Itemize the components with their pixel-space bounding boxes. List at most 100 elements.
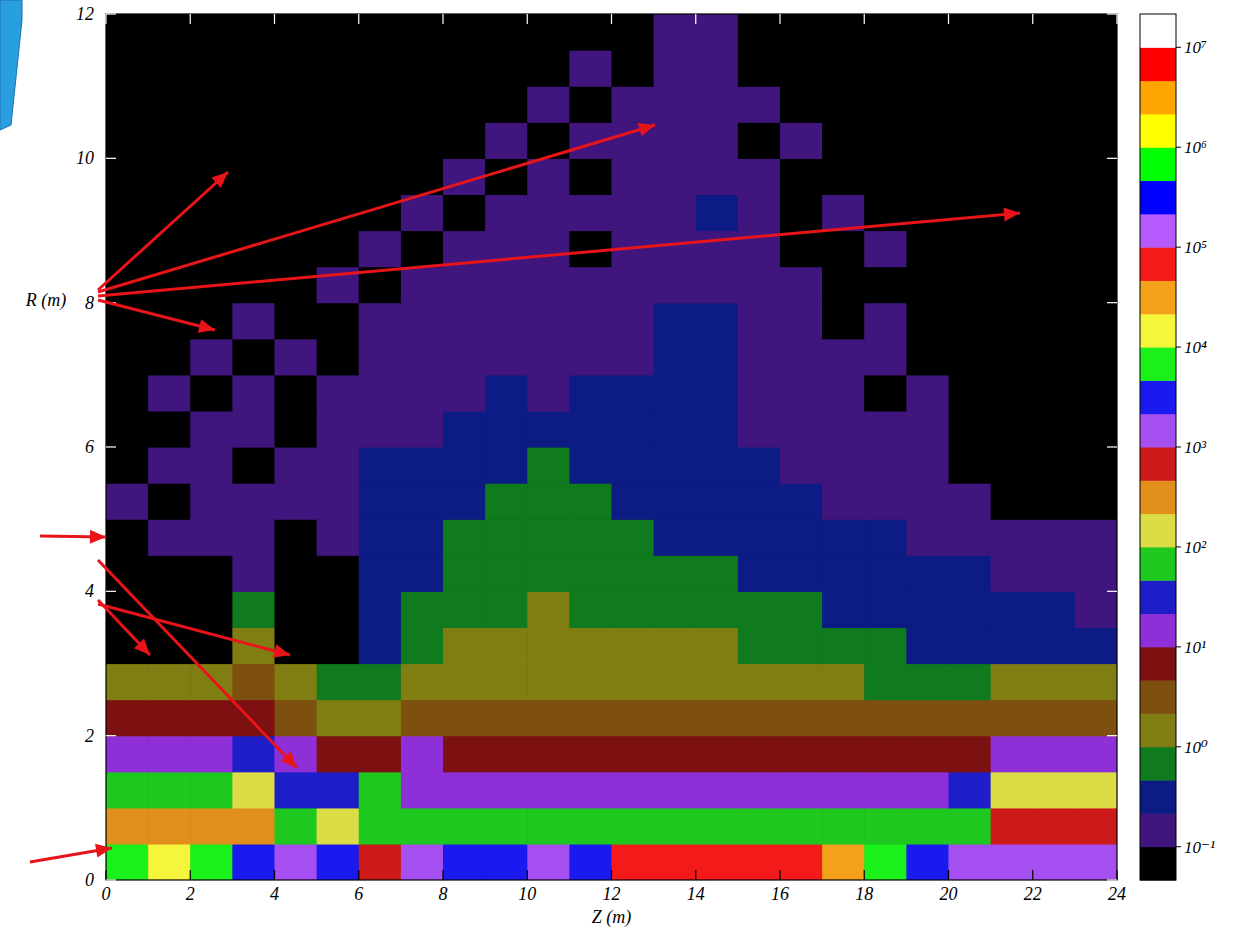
heat-cell: [485, 555, 528, 592]
heat-cell: [359, 86, 402, 123]
heat-cell: [612, 555, 655, 592]
colorbar-tick-label: 10⁰: [1184, 738, 1208, 757]
heat-cell: [443, 555, 486, 592]
heat-cell: [1033, 772, 1076, 809]
heat-cell: [864, 447, 907, 484]
heat-cell: [991, 519, 1034, 556]
heat-cell: [359, 483, 402, 520]
heat-cell: [569, 808, 612, 845]
heat-cell: [317, 627, 360, 664]
x-tick-label: 16: [771, 884, 789, 904]
heat-cell: [1075, 158, 1117, 195]
heat-cell: [443, 50, 486, 87]
heat-cell: [317, 375, 360, 412]
heat-cell: [527, 844, 570, 880]
heat-cell: [401, 86, 444, 123]
heat-cell: [822, 700, 865, 737]
heat-cell: [949, 86, 992, 123]
heat-cell: [148, 519, 191, 556]
heat-cell: [527, 700, 570, 737]
heat-cell: [106, 519, 149, 556]
heat-cell: [1033, 555, 1076, 592]
y-tick: [106, 879, 116, 880]
heat-cell: [780, 700, 823, 737]
heat-cell: [612, 519, 655, 556]
arrow-head: [90, 530, 106, 544]
x-tick-label: 8: [439, 884, 448, 904]
heat-cell: [275, 772, 318, 809]
y-tick-right: [1107, 13, 1117, 14]
heat-cell: [654, 86, 697, 123]
colorbar-band: [1140, 747, 1176, 781]
heat-cell: [527, 772, 570, 809]
colorbar-frame: [1140, 14, 1176, 880]
heat-cell: [443, 194, 486, 231]
heat-cell: [1075, 483, 1117, 520]
heat-cell: [696, 411, 739, 448]
heat-cell: [738, 86, 781, 123]
heat-cell: [906, 50, 949, 87]
heat-cell: [780, 194, 823, 231]
heat-cell: [991, 844, 1034, 880]
colorbar-tick-label: 10⁻¹: [1184, 838, 1215, 857]
heat-cell: [822, 736, 865, 773]
heat-cell: [401, 772, 444, 809]
colorbar-band: [1140, 813, 1176, 847]
heat-cell: [991, 411, 1034, 448]
heat-cell: [443, 14, 486, 51]
heat-cell: [485, 86, 528, 123]
y-tick-right: [1107, 879, 1117, 880]
heat-cell: [654, 14, 697, 51]
heat-cell: [190, 700, 233, 737]
x-tick-label: 14: [687, 884, 705, 904]
heat-cell: [612, 158, 655, 195]
heat-cell: [359, 50, 402, 87]
heat-cell: [906, 267, 949, 304]
heat-cell: [612, 483, 655, 520]
colorbar-band: [1140, 214, 1176, 248]
heat-cell: [864, 303, 907, 340]
heat-cell: [232, 122, 275, 159]
heat-cell: [190, 375, 233, 412]
heat-cell: [190, 808, 233, 845]
heat-cell: [991, 700, 1034, 737]
colorbar-tick: [1176, 47, 1181, 48]
heat-cell: [317, 158, 360, 195]
heat-cell: [738, 700, 781, 737]
heat-cell: [1075, 627, 1117, 664]
heat-cell: [864, 267, 907, 304]
heat-cell: [443, 627, 486, 664]
heat-cell: [527, 736, 570, 773]
heat-cell: [949, 231, 992, 268]
heat-cell: [822, 664, 865, 701]
heat-cell: [822, 303, 865, 340]
heat-cell: [949, 375, 992, 412]
colorbar-tick-label: 10⁵: [1184, 238, 1207, 257]
y-tick: [106, 591, 116, 592]
heat-cell: [991, 664, 1034, 701]
heat-cell: [275, 736, 318, 773]
heat-cell: [738, 375, 781, 412]
heat-cell: [696, 700, 739, 737]
heat-cell: [317, 14, 360, 51]
heat-cell: [359, 447, 402, 484]
x-tick-top: [1116, 14, 1117, 24]
heat-cell: [991, 627, 1034, 664]
heat-cell: [148, 50, 191, 87]
heat-cell: [527, 555, 570, 592]
heat-cell: [401, 339, 444, 376]
heat-cell: [317, 447, 360, 484]
arrow-line: [98, 560, 297, 768]
heat-cell: [527, 86, 570, 123]
heat-cell: [569, 844, 612, 880]
heat-cell: [780, 519, 823, 556]
heat-cell: [780, 483, 823, 520]
heat-cell: [527, 664, 570, 701]
heat-cell: [1033, 339, 1076, 376]
heat-cell: [696, 519, 739, 556]
heat-cell: [359, 772, 402, 809]
heat-cell: [906, 808, 949, 845]
heat-cell: [780, 267, 823, 304]
heat-cell: [991, 122, 1034, 159]
heat-cell: [1075, 122, 1117, 159]
